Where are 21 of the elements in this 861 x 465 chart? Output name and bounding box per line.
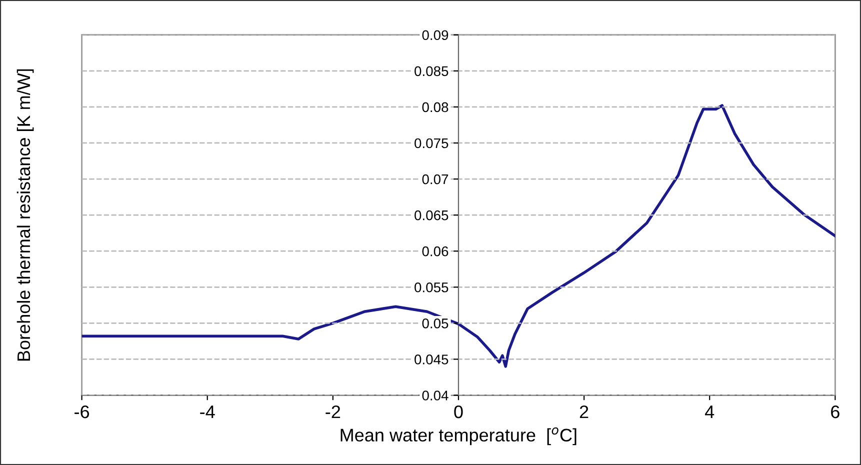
x-axis-title: Mean water temperature [$^{o}$C] (340, 427, 576, 446)
y-tick-label: 0.045 (414, 354, 448, 364)
y-tick-label: 0.085 (414, 66, 448, 76)
y-tick-label: 0.055 (414, 282, 448, 292)
y-tick-label: 0.065 (414, 210, 448, 220)
x-tick-label: -6 (74, 405, 90, 418)
y-tick-label: 0.09 (422, 30, 448, 40)
y-tick-label: 0.05 (422, 318, 448, 328)
y-tick-label: 0.07 (422, 174, 448, 184)
x-tick-label: 6 (831, 405, 840, 418)
y-tick-label: 0.06 (422, 246, 448, 256)
x-tick-label: 2 (580, 405, 588, 418)
y-tick-label: 0.04 (422, 390, 448, 400)
x-tick-label: 0 (454, 405, 463, 418)
line-series (82, 104, 836, 368)
x-tick-label: -4 (200, 406, 215, 418)
x-tick-label: -2 (326, 405, 340, 418)
y-axis-title: Borehole thermal resistance [K m/W] (16, 69, 34, 361)
x-tick-label: 4 (705, 406, 714, 418)
y-tick-label: 0.075 (414, 138, 448, 148)
y-tick-label: 0.08 (422, 102, 448, 112)
